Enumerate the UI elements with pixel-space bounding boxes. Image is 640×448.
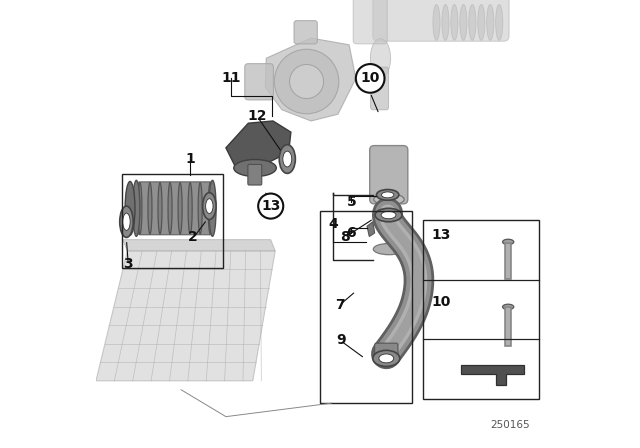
Ellipse shape	[502, 304, 514, 310]
Text: 3: 3	[124, 257, 133, 271]
Polygon shape	[266, 38, 356, 121]
Text: 4: 4	[328, 217, 339, 231]
Text: 10: 10	[431, 295, 451, 310]
Ellipse shape	[373, 350, 400, 366]
Ellipse shape	[205, 199, 213, 214]
Ellipse shape	[148, 183, 152, 234]
Ellipse shape	[209, 181, 216, 237]
Text: 13: 13	[431, 228, 451, 242]
FancyBboxPatch shape	[138, 182, 212, 235]
Text: 11: 11	[221, 71, 241, 86]
Ellipse shape	[460, 4, 467, 40]
Polygon shape	[226, 121, 291, 166]
Ellipse shape	[376, 190, 399, 200]
Text: 9: 9	[337, 333, 346, 348]
Ellipse shape	[477, 4, 485, 40]
FancyBboxPatch shape	[294, 21, 317, 44]
Ellipse shape	[132, 181, 140, 237]
FancyBboxPatch shape	[371, 67, 388, 110]
Polygon shape	[461, 365, 524, 385]
FancyBboxPatch shape	[244, 64, 273, 100]
Text: 8: 8	[340, 230, 349, 245]
FancyBboxPatch shape	[374, 343, 398, 357]
Bar	[423, 220, 539, 399]
Bar	[122, 174, 223, 268]
Ellipse shape	[188, 183, 192, 234]
Ellipse shape	[486, 4, 494, 40]
Circle shape	[275, 49, 339, 114]
Ellipse shape	[495, 4, 503, 40]
Ellipse shape	[123, 213, 130, 230]
Polygon shape	[96, 251, 275, 381]
Ellipse shape	[442, 4, 449, 40]
Ellipse shape	[433, 4, 440, 40]
Ellipse shape	[283, 151, 292, 167]
Bar	[320, 211, 412, 403]
Circle shape	[356, 64, 385, 93]
Polygon shape	[367, 222, 374, 237]
Ellipse shape	[381, 211, 396, 219]
Ellipse shape	[234, 159, 276, 177]
Ellipse shape	[120, 206, 133, 237]
Ellipse shape	[158, 183, 162, 234]
Text: 1: 1	[185, 152, 195, 166]
Text: 10: 10	[360, 71, 380, 86]
Ellipse shape	[125, 181, 135, 235]
Text: 7: 7	[335, 297, 345, 312]
Ellipse shape	[208, 183, 212, 234]
Ellipse shape	[381, 192, 394, 198]
Text: 250165: 250165	[490, 420, 530, 430]
Polygon shape	[123, 240, 275, 251]
FancyBboxPatch shape	[373, 0, 509, 41]
Ellipse shape	[379, 354, 394, 363]
Ellipse shape	[138, 183, 142, 234]
Circle shape	[258, 194, 284, 219]
Ellipse shape	[373, 244, 404, 254]
Text: 12: 12	[248, 108, 267, 123]
FancyBboxPatch shape	[353, 0, 387, 44]
Ellipse shape	[468, 4, 476, 40]
FancyBboxPatch shape	[370, 146, 408, 204]
FancyBboxPatch shape	[248, 164, 262, 185]
Ellipse shape	[371, 39, 390, 78]
Ellipse shape	[374, 194, 404, 205]
Text: 5: 5	[346, 194, 356, 209]
Ellipse shape	[178, 183, 182, 234]
Text: 6: 6	[346, 226, 356, 240]
Ellipse shape	[451, 4, 458, 40]
Ellipse shape	[203, 193, 216, 220]
Ellipse shape	[279, 145, 296, 173]
Circle shape	[289, 65, 324, 99]
Ellipse shape	[168, 183, 172, 234]
Ellipse shape	[375, 208, 402, 222]
Text: 2: 2	[188, 230, 197, 245]
Ellipse shape	[502, 239, 514, 245]
Text: 13: 13	[261, 199, 280, 213]
Ellipse shape	[198, 183, 202, 234]
